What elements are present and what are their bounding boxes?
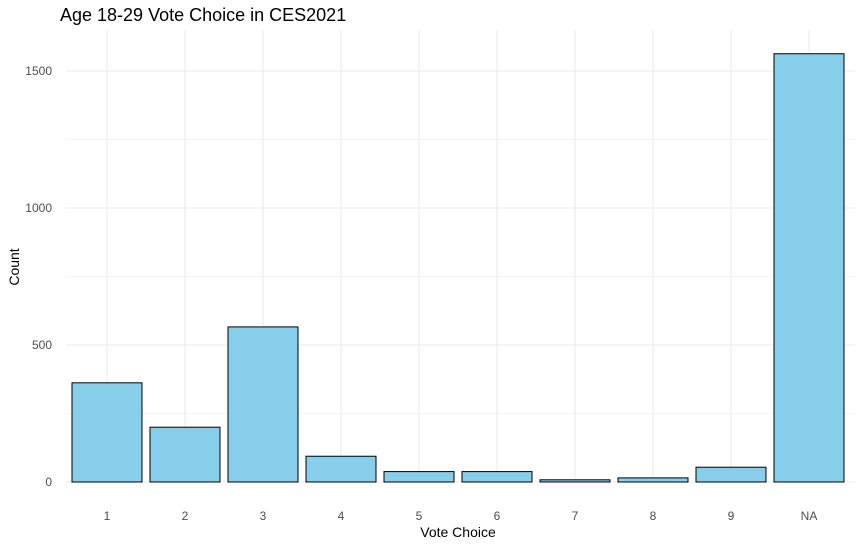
x-axis-title: Vote Choice — [420, 524, 496, 540]
x-tick-label: 1 — [104, 509, 111, 523]
bars — [71, 53, 845, 483]
bar-4 — [305, 455, 377, 483]
bar-2 — [149, 426, 221, 483]
x-tick-label: 5 — [416, 509, 423, 523]
bar-7 — [539, 479, 611, 483]
bar-9 — [695, 466, 767, 483]
bar-8 — [617, 477, 689, 483]
x-tick-label: 8 — [650, 509, 657, 523]
bar-1 — [71, 382, 143, 483]
chart-title: Age 18-29 Vote Choice in CES2021 — [60, 5, 347, 25]
bar-na — [773, 53, 845, 483]
bar-3 — [227, 326, 299, 483]
x-tick-label: 2 — [182, 509, 189, 523]
x-tick-label: 6 — [494, 509, 501, 523]
x-tick-label: 9 — [728, 509, 735, 523]
y-tick-label: 1500 — [25, 64, 52, 78]
x-tick-label: 4 — [338, 509, 345, 523]
bar-6 — [461, 471, 533, 483]
y-axis-ticks: 0 500 1000 1500 — [25, 64, 52, 489]
bar-5 — [383, 471, 455, 483]
x-axis-ticks: 1 2 3 4 5 6 7 8 9 NA — [104, 509, 818, 523]
grid — [66, 30, 855, 483]
y-tick-label: 1000 — [25, 201, 52, 215]
y-tick-label: 500 — [32, 338, 52, 352]
y-tick-label: 0 — [45, 475, 52, 489]
x-tick-label: NA — [801, 509, 818, 523]
y-axis-title: Count — [6, 248, 22, 285]
x-tick-label: 3 — [260, 509, 267, 523]
x-tick-label: 7 — [572, 509, 579, 523]
